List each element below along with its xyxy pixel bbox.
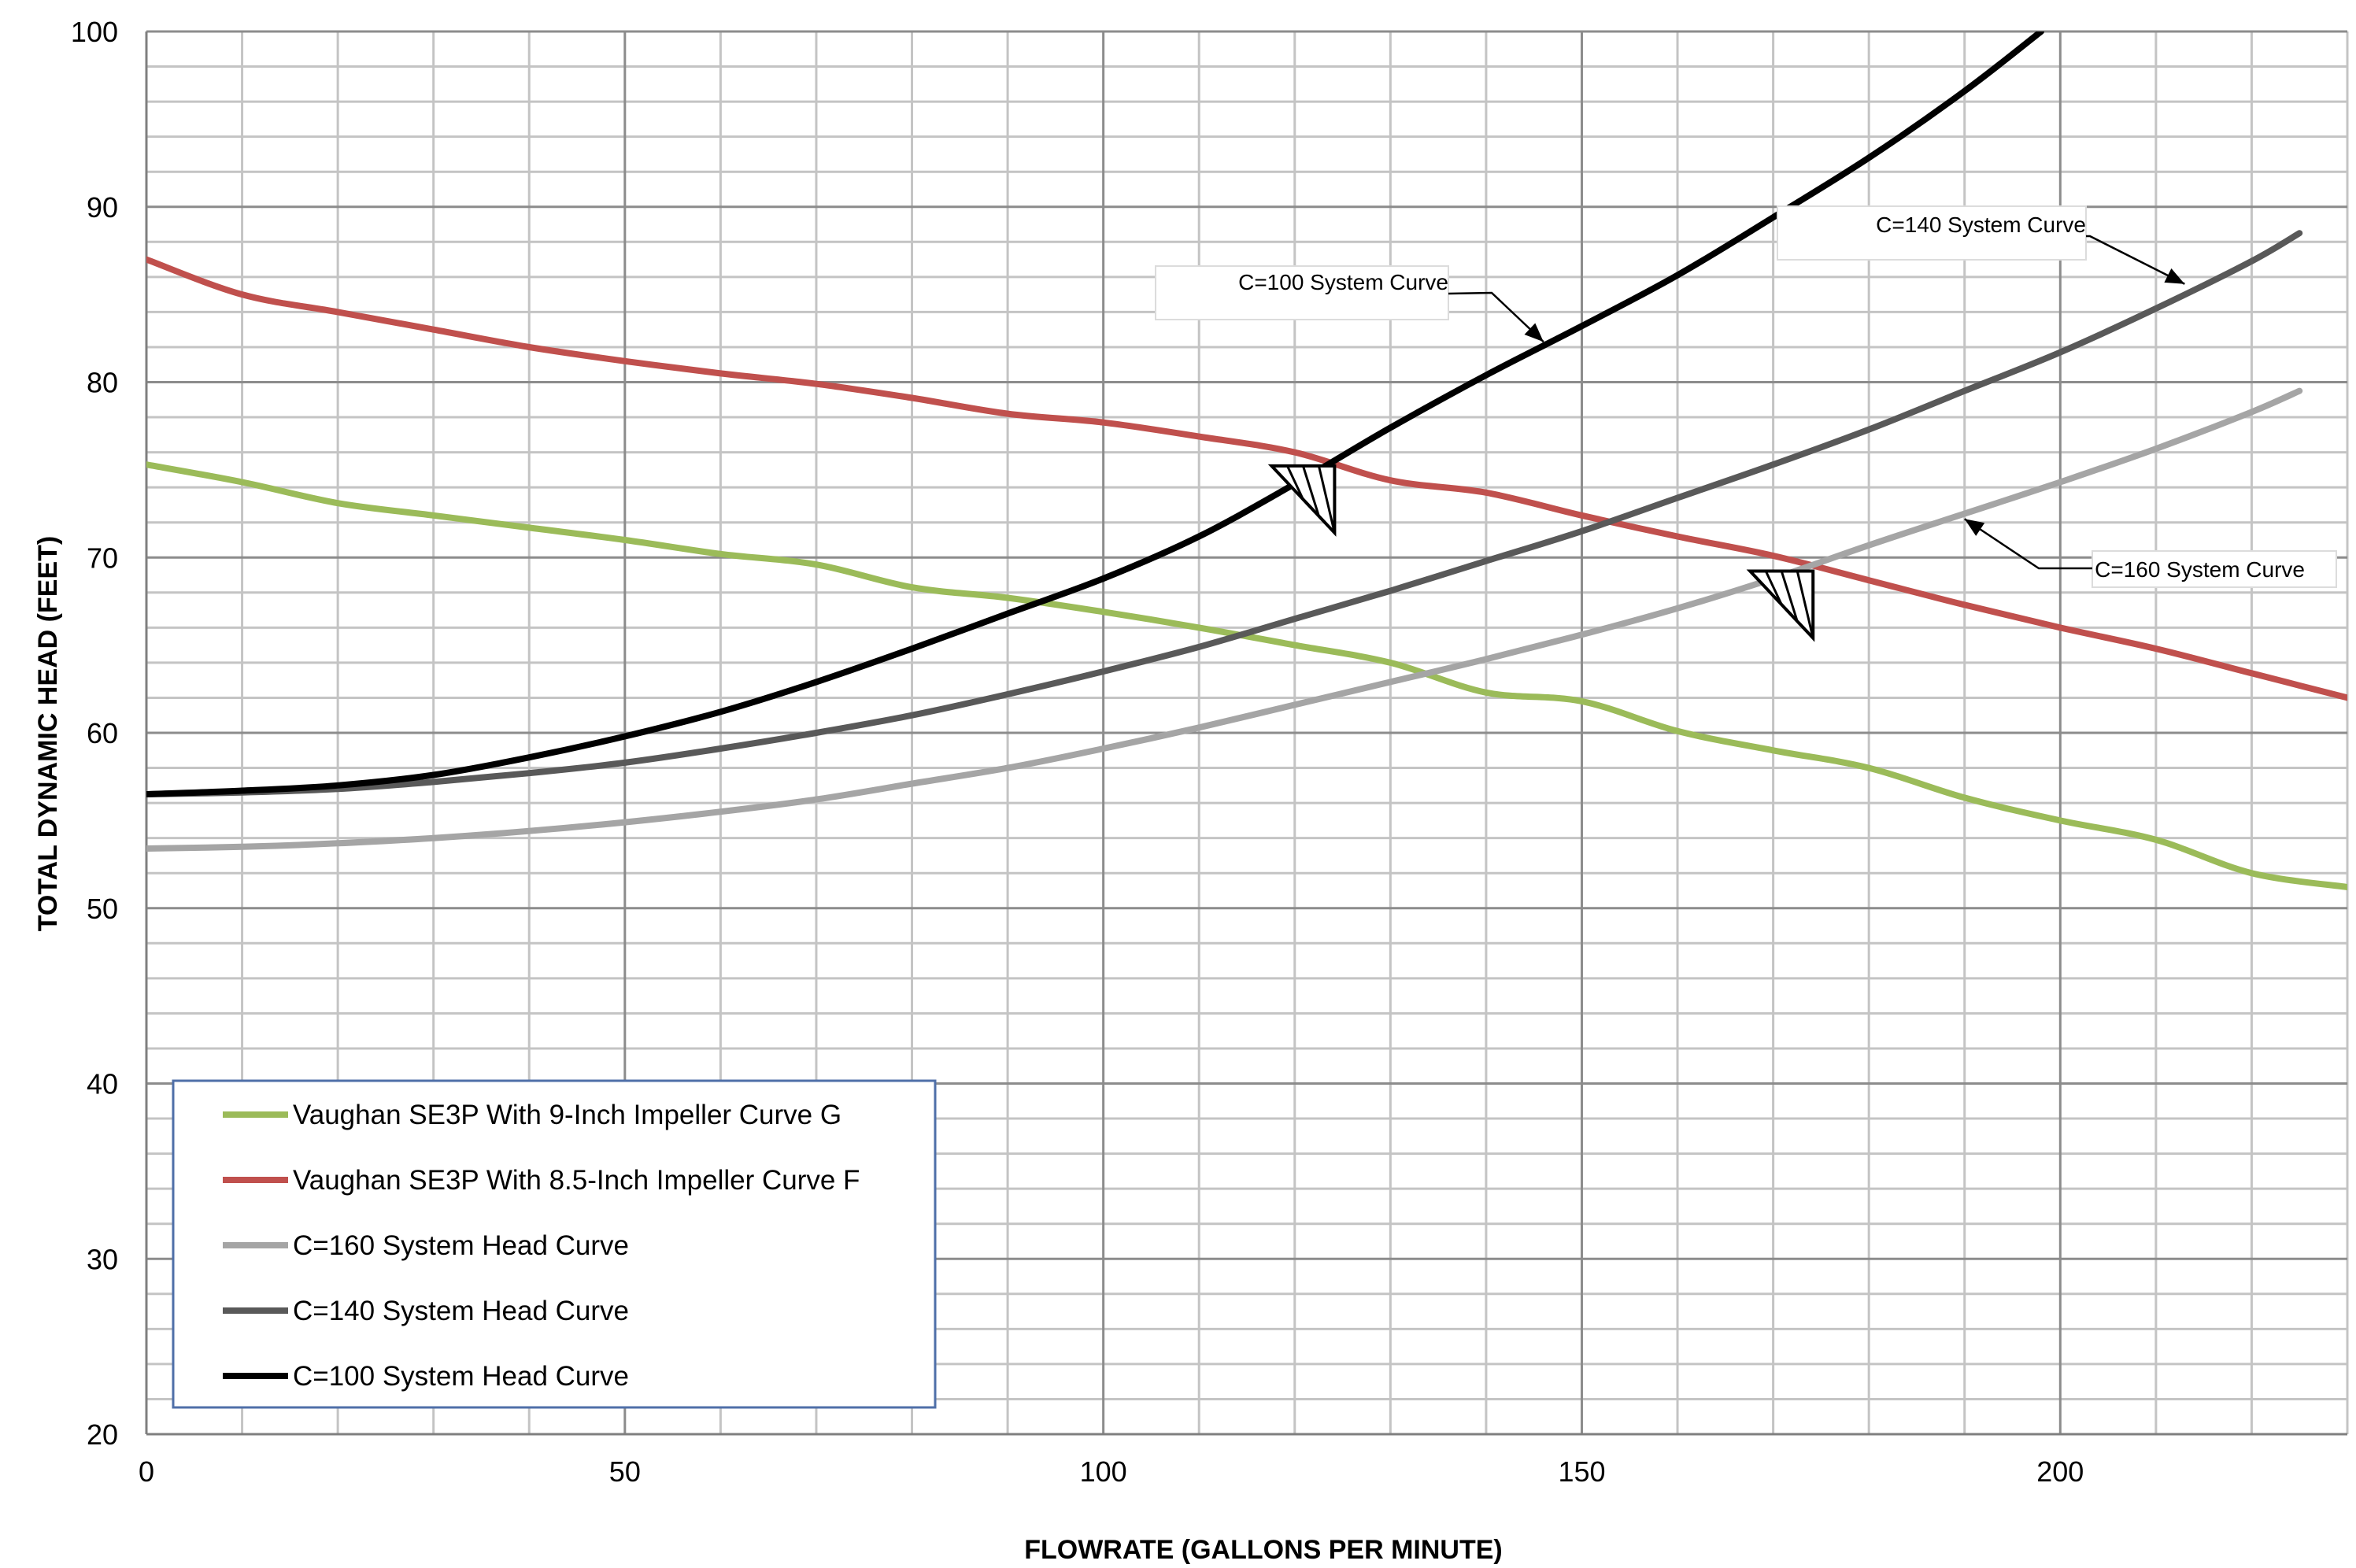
y-tick-label: 100 bbox=[71, 16, 118, 48]
callout-label: C=100 System Curve bbox=[1238, 270, 1448, 294]
x-tick-label: 150 bbox=[1558, 1455, 1605, 1488]
y-tick-label: 90 bbox=[87, 191, 118, 224]
series-line-system-curve-c140 bbox=[146, 230, 2303, 797]
x-tick-label: 0 bbox=[139, 1455, 154, 1488]
callout-system-curve-c160: C=160 System Curve bbox=[1964, 518, 2337, 588]
callouts: C=100 System Curve C=140 System Curve C=16… bbox=[1155, 205, 2337, 588]
legend-label: Vaughan SE3P With 9-Inch Impeller Curve … bbox=[293, 1100, 841, 1130]
callout-label: C=160 System Curve bbox=[2095, 557, 2305, 582]
y-tick-label: 60 bbox=[87, 717, 118, 749]
x-tick-label: 200 bbox=[2036, 1455, 2084, 1488]
legend-label: C=140 System Head Curve bbox=[293, 1296, 629, 1326]
legend-box bbox=[172, 1079, 937, 1409]
operating-point-marker bbox=[1746, 569, 1815, 642]
legend: Vaughan SE3P With 9-Inch Impeller Curve … bbox=[172, 1079, 937, 1409]
legend-item-pump-curve-g: Vaughan SE3P With 9-Inch Impeller Curve … bbox=[223, 1100, 841, 1130]
y-tick-label: 80 bbox=[87, 367, 118, 399]
series-line-system-curve-c160 bbox=[146, 387, 2303, 852]
y-tick-labels: 20 30 40 50 60 70 80 90 100 bbox=[71, 16, 118, 1451]
x-tick-labels: 0 50 100 150 200 bbox=[139, 1455, 2084, 1488]
callout-arrowhead bbox=[1964, 519, 1985, 536]
x-axis-title: FLOWRATE (GALLONS PER MINUTE) bbox=[1024, 1535, 1503, 1565]
operating-point-markers bbox=[1267, 464, 1815, 642]
y-tick-label: 70 bbox=[87, 542, 118, 574]
operating-point-marker bbox=[1267, 464, 1337, 537]
axes bbox=[145, 31, 2347, 1436]
y-tick-label: 50 bbox=[87, 893, 118, 925]
y-tick-label: 20 bbox=[87, 1418, 118, 1451]
legend-item-system-curve-c160: C=160 System Head Curve bbox=[223, 1230, 629, 1261]
y-axis-title: TOTAL DYNAMIC HEAD (FEET) bbox=[33, 536, 63, 931]
legend-item-pump-curve-f: Vaughan SE3P With 8.5-Inch Impeller Curv… bbox=[223, 1165, 860, 1196]
legend-label: Vaughan SE3P With 8.5-Inch Impeller Curv… bbox=[293, 1165, 860, 1196]
legend-item-system-curve-c140: C=140 System Head Curve bbox=[223, 1296, 629, 1326]
legend-item-system-curve-c100: C=100 System Head Curve bbox=[223, 1361, 629, 1392]
legend-label: C=160 System Head Curve bbox=[293, 1230, 629, 1261]
y-tick-label: 30 bbox=[87, 1243, 118, 1275]
callout-arrowhead bbox=[2164, 268, 2185, 284]
callout-system-curve-c140: C=140 System Curve bbox=[1777, 205, 2185, 285]
y-tick-label: 40 bbox=[87, 1068, 118, 1100]
callout-label: C=140 System Curve bbox=[1876, 213, 2086, 237]
legend-label: C=100 System Head Curve bbox=[293, 1361, 629, 1392]
x-tick-label: 100 bbox=[1080, 1455, 1127, 1488]
callout-system-curve-c100: C=100 System Curve bbox=[1155, 265, 1544, 343]
series-group bbox=[146, 31, 2347, 890]
series-line-system-curve-c100 bbox=[146, 31, 2044, 797]
callout-arrowhead bbox=[1524, 323, 1544, 342]
series-line-pump-curve-f bbox=[146, 256, 2347, 701]
x-tick-label: 50 bbox=[609, 1455, 641, 1488]
